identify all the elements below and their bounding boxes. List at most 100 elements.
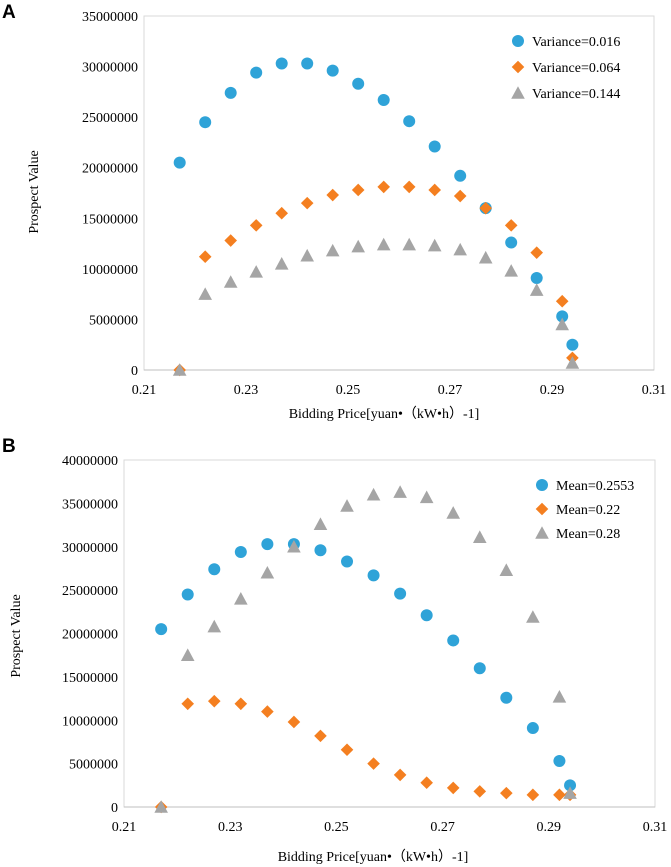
- legend-label: Mean=0.2553: [556, 479, 634, 494]
- data-point: [453, 189, 467, 203]
- legend-label: Mean=0.22: [556, 503, 620, 518]
- data-point: [275, 57, 288, 70]
- y-axis-title: Prospect Value: [27, 150, 42, 233]
- data-point: [526, 610, 540, 623]
- data-point: [224, 86, 237, 99]
- series-2: [173, 180, 579, 377]
- data-point: [478, 250, 493, 264]
- data-point: [377, 93, 390, 106]
- data-point: [234, 592, 248, 605]
- data-point: [208, 563, 221, 576]
- data-point: [180, 648, 195, 661]
- x-axis-title: Bidding Price[yuan•（kW•h）-1]: [278, 849, 469, 865]
- data-point: [275, 206, 288, 220]
- legend-label: Mean=0.28: [556, 527, 620, 542]
- data-point: [472, 530, 487, 543]
- data-point: [366, 487, 381, 501]
- data-point: [530, 271, 543, 284]
- data-point: [325, 243, 340, 257]
- y-tick-label: 15000000: [82, 212, 138, 227]
- data-point: [553, 788, 566, 802]
- data-point: [447, 634, 460, 647]
- data-point: [249, 265, 263, 278]
- data-point: [181, 588, 194, 601]
- data-point: [352, 77, 365, 90]
- data-point: [287, 715, 301, 729]
- data-point: [402, 180, 416, 194]
- data-point: [427, 238, 442, 252]
- data-point: [556, 310, 569, 323]
- data-point: [402, 237, 416, 251]
- data-point: [155, 623, 168, 636]
- data-point: [207, 694, 221, 708]
- data-point: [301, 57, 314, 70]
- y-tick-label: 0: [131, 364, 138, 379]
- y-tick-label: 30000000: [82, 61, 138, 76]
- data-point: [420, 609, 433, 622]
- data-point: [566, 338, 579, 351]
- x-tick-label: 0.29: [537, 820, 562, 835]
- data-point: [340, 499, 354, 512]
- data-point: [473, 785, 487, 798]
- legend: Mean=0.2553 Mean=0.22 Mean=0.28: [535, 479, 634, 542]
- data-point: [367, 757, 380, 770]
- data-point: [198, 287, 212, 300]
- data-point: [261, 705, 274, 718]
- data-point: [499, 563, 514, 576]
- data-point: [428, 140, 441, 153]
- data-point: [393, 485, 407, 498]
- data-point: [224, 234, 237, 247]
- legend-marker: [511, 60, 525, 74]
- data-point: [234, 697, 248, 711]
- data-point: [300, 248, 314, 262]
- y-tick-label: 25000000: [82, 111, 138, 126]
- x-tick-label: 0.21: [112, 820, 137, 835]
- series-2: [154, 694, 577, 814]
- data-point: [555, 294, 569, 308]
- data-point: [505, 236, 518, 249]
- y-tick-label: 10000000: [62, 714, 118, 729]
- legend-marker: [535, 526, 549, 539]
- data-point: [453, 242, 467, 256]
- data-point: [376, 237, 391, 251]
- chart-b-svg: 0 5000000 10000000 15000000 20000000 25000000…: [9, 454, 667, 865]
- data-point: [260, 565, 275, 579]
- data-point: [529, 283, 544, 296]
- panel-label-b: B: [2, 436, 16, 457]
- data-point: [250, 66, 263, 79]
- x-tick-label: 0.23: [218, 820, 243, 835]
- data-point: [287, 539, 301, 553]
- legend-marker: [511, 86, 525, 99]
- x-tick-label: 0.27: [438, 383, 463, 398]
- y-axis-title: Prospect Value: [9, 594, 24, 677]
- data-point: [314, 544, 327, 557]
- data-point: [526, 788, 540, 802]
- x-tick-label: 0.23: [234, 383, 259, 398]
- legend-marker: [536, 479, 548, 491]
- y-tick-label: 10000000: [82, 263, 138, 278]
- data-point: [172, 363, 187, 376]
- chart-panel-a: A 0 5000000 10000000 15000000 20000000 250000…: [2, 2, 667, 422]
- series-3: [172, 237, 580, 376]
- y-tick-label: 20000000: [62, 628, 118, 643]
- data-point: [340, 743, 354, 757]
- legend-marker: [512, 35, 524, 47]
- y-tick-label: 35000000: [62, 497, 118, 512]
- y-tick-label: 35000000: [82, 10, 138, 25]
- data-point: [313, 517, 328, 530]
- data-point: [564, 779, 577, 792]
- data-point: [563, 786, 577, 799]
- data-point: [552, 690, 567, 703]
- data-point: [234, 545, 247, 558]
- data-point: [326, 188, 339, 202]
- data-point: [504, 264, 518, 277]
- y-tick-label: 5000000: [69, 758, 118, 773]
- data-point: [565, 356, 580, 369]
- x-tick-label: 0.31: [642, 383, 667, 398]
- data-point: [173, 156, 186, 169]
- x-tick-label: 0.21: [132, 383, 157, 398]
- series-1: [173, 57, 579, 351]
- data-point: [341, 555, 354, 568]
- x-tick-label: 0.27: [430, 820, 455, 835]
- data-point: [207, 619, 222, 633]
